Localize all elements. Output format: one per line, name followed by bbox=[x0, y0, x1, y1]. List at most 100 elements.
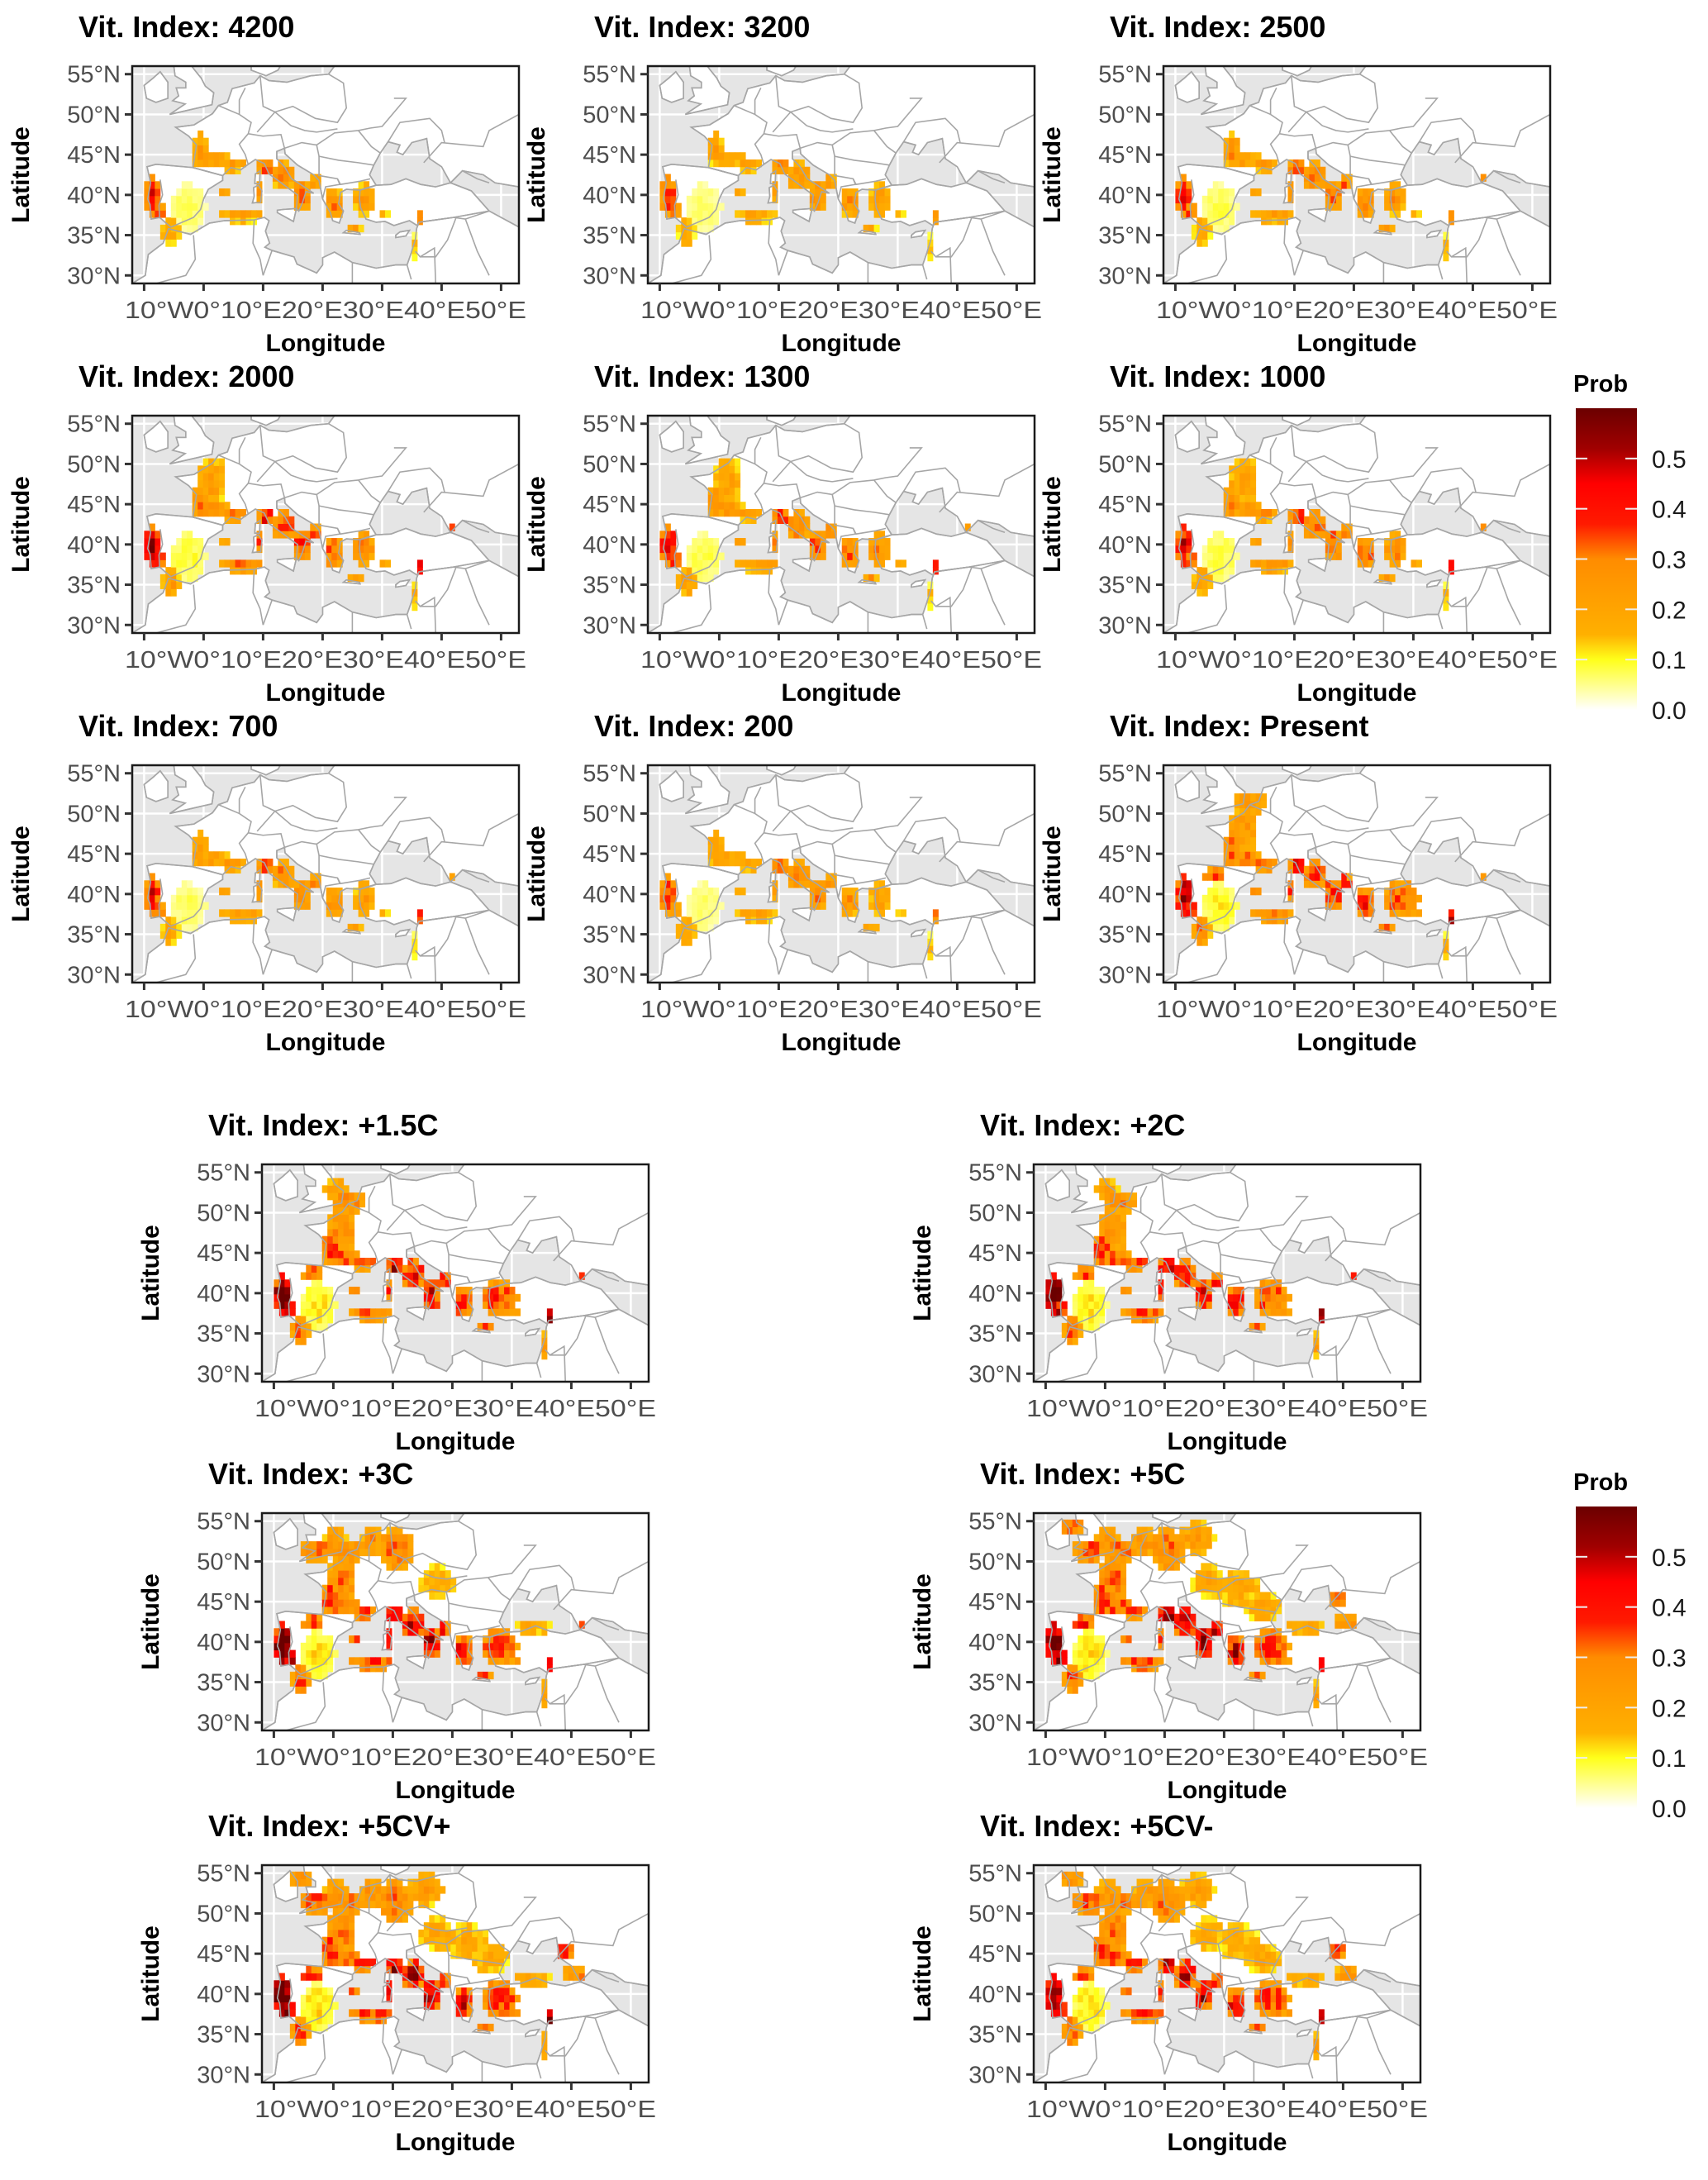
prob-cell bbox=[343, 1235, 350, 1244]
prob-cell bbox=[1298, 166, 1305, 175]
prob-cell bbox=[386, 1308, 393, 1316]
prob-cell bbox=[1186, 538, 1192, 546]
prob-cell bbox=[316, 1628, 323, 1636]
prob-cell bbox=[686, 239, 692, 247]
y-tick-label: 30°N bbox=[968, 1361, 1022, 1387]
prob-cell bbox=[224, 508, 231, 517]
prob-cell bbox=[1158, 1642, 1164, 1651]
prob-cell bbox=[461, 2009, 468, 2017]
prob-cell bbox=[155, 902, 161, 910]
prob-cell bbox=[144, 894, 150, 903]
prob-cell bbox=[713, 894, 720, 903]
prob-cell bbox=[707, 538, 714, 546]
country-border bbox=[1496, 568, 1521, 626]
prob-cell bbox=[170, 931, 177, 939]
prob-cell bbox=[1261, 508, 1268, 517]
country-border bbox=[673, 179, 679, 218]
prob-cell bbox=[1131, 1606, 1138, 1615]
prob-cell bbox=[349, 1915, 355, 1923]
prob-cell bbox=[1099, 2016, 1106, 2025]
prob-cell bbox=[1339, 1599, 1346, 1607]
prob-cell bbox=[1443, 581, 1449, 589]
prob-cell bbox=[283, 181, 289, 189]
prob-cell bbox=[483, 1936, 489, 1944]
prob-cell bbox=[1110, 1577, 1116, 1586]
country-border bbox=[1223, 1277, 1243, 1297]
prob-cell bbox=[272, 174, 278, 182]
prob-cell bbox=[429, 1886, 435, 1894]
prob-cell bbox=[336, 538, 343, 546]
prob-cell bbox=[455, 1657, 462, 1665]
prob-cell bbox=[686, 231, 692, 240]
prob-cell bbox=[1056, 1279, 1063, 1288]
prob-cell bbox=[327, 1936, 334, 1944]
prob-cell bbox=[1131, 1548, 1138, 1557]
prob-cell bbox=[793, 880, 800, 888]
prob-cell bbox=[224, 851, 231, 859]
prob-cell bbox=[1266, 567, 1273, 575]
country-border bbox=[1187, 934, 1228, 983]
coastline bbox=[132, 559, 519, 633]
prob-cell bbox=[353, 545, 359, 554]
prob-cell bbox=[772, 858, 778, 867]
plot-frame bbox=[131, 414, 521, 635]
country-border bbox=[1189, 529, 1195, 568]
prob-cell bbox=[573, 1973, 580, 1981]
prob-cell bbox=[155, 210, 161, 218]
prob-cell bbox=[563, 1973, 569, 1981]
prob-cell bbox=[434, 1628, 440, 1636]
prob-cell bbox=[483, 1287, 489, 1295]
prob-cell bbox=[1265, 1606, 1272, 1615]
coastline bbox=[1282, 534, 1294, 554]
prob-cell bbox=[1229, 494, 1235, 502]
prob-cell bbox=[1131, 1534, 1138, 1542]
prob-cell bbox=[702, 880, 709, 888]
prob-cell bbox=[767, 909, 773, 917]
prob-cell bbox=[1099, 1243, 1106, 1251]
prob-cell bbox=[713, 829, 720, 838]
prob-cell bbox=[418, 1929, 425, 1938]
prob-cell bbox=[159, 923, 166, 932]
prob-cell bbox=[1270, 1642, 1277, 1651]
prob-cell bbox=[1201, 1301, 1207, 1309]
y-tick-label: 40°N bbox=[1098, 532, 1152, 559]
prob-cell bbox=[1082, 2009, 1089, 2017]
prob-cell bbox=[1259, 1599, 1266, 1607]
prob-cell bbox=[777, 516, 783, 525]
prob-cell bbox=[187, 552, 193, 560]
prob-cell bbox=[332, 1526, 339, 1535]
prob-cell bbox=[353, 188, 359, 197]
prob-cell bbox=[1212, 873, 1219, 881]
prob-cell bbox=[1078, 2023, 1084, 2032]
prob-cell bbox=[1314, 531, 1320, 539]
prob-cell bbox=[557, 1944, 564, 1952]
prob-cell bbox=[343, 1592, 350, 1600]
country-border bbox=[1306, 111, 1369, 133]
prob-cell bbox=[1093, 2023, 1100, 2032]
prob-cell bbox=[1184, 1628, 1191, 1636]
prob-cell bbox=[1110, 1555, 1116, 1564]
prob-cell bbox=[515, 1973, 521, 1981]
prob-cell bbox=[235, 508, 241, 517]
prob-cell bbox=[498, 1293, 505, 1302]
prob-cell bbox=[1335, 894, 1342, 903]
prob-cell bbox=[1050, 1308, 1057, 1316]
prob-cell bbox=[429, 1287, 435, 1295]
prob-cell bbox=[1223, 538, 1230, 546]
prob-cell bbox=[815, 888, 821, 896]
prob-cell bbox=[670, 202, 677, 211]
prob-cell bbox=[219, 487, 226, 495]
prob-cell bbox=[1227, 1599, 1234, 1607]
prob-cell bbox=[707, 224, 714, 233]
prob-cell bbox=[787, 516, 794, 525]
prob-cell bbox=[1120, 1555, 1127, 1564]
prob-cell bbox=[724, 458, 730, 466]
prob-cell bbox=[284, 1635, 291, 1644]
prob-cell bbox=[1104, 1878, 1111, 1887]
prob-cell bbox=[370, 1308, 377, 1316]
prob-cell bbox=[1201, 1541, 1207, 1549]
prob-cell bbox=[1206, 1534, 1212, 1542]
prob-cell bbox=[1259, 1592, 1266, 1600]
prob-cell bbox=[338, 1541, 345, 1549]
prob-cell bbox=[756, 559, 763, 568]
